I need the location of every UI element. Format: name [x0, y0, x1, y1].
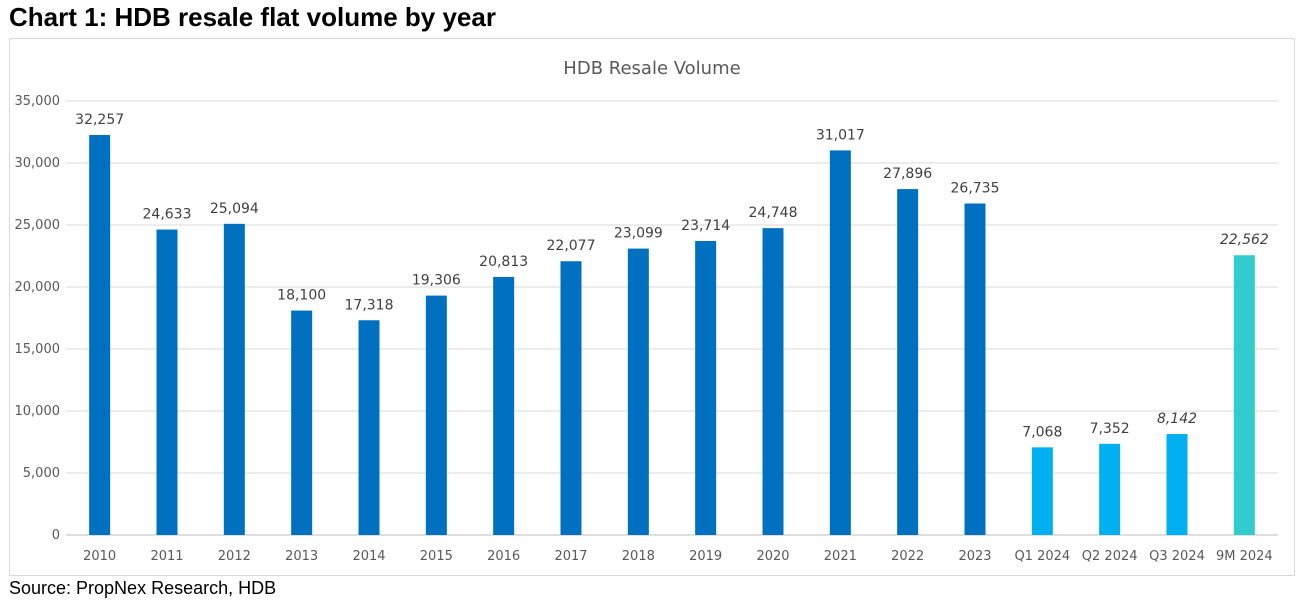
- x-tick-label: 2010: [83, 549, 116, 564]
- data-label: 24,633: [143, 207, 192, 223]
- y-tick-label: 30,000: [15, 156, 61, 171]
- bar: [425, 295, 447, 535]
- y-tick-label: 0: [52, 528, 60, 543]
- x-tick-label: 2019: [689, 549, 722, 564]
- y-tick-label: 15,000: [15, 342, 61, 357]
- x-tick-label: 2022: [891, 549, 924, 564]
- bar: [1233, 255, 1255, 535]
- x-tick-label: 2011: [150, 549, 183, 564]
- data-label: 31,017: [816, 127, 865, 143]
- bar: [358, 320, 380, 535]
- x-tick-label: 2015: [420, 549, 453, 564]
- data-label: 7,352: [1090, 421, 1130, 437]
- data-label: 27,896: [883, 166, 932, 182]
- x-tick-label: 2021: [824, 549, 857, 564]
- bar: [89, 135, 111, 536]
- y-tick-label: 5,000: [23, 466, 60, 481]
- data-label: 24,748: [749, 205, 798, 221]
- bar: [627, 248, 649, 536]
- x-tick-label: 2023: [958, 549, 991, 564]
- data-label: 23,099: [614, 226, 663, 242]
- bar: [493, 276, 515, 535]
- bar: [1099, 443, 1121, 535]
- x-tick-label: 2014: [352, 549, 385, 564]
- data-label: 19,306: [412, 273, 461, 289]
- x-tick-label: 2016: [487, 549, 520, 564]
- bar: [223, 223, 245, 535]
- x-tick-label: 2017: [554, 549, 587, 564]
- x-tick-label: 2018: [622, 549, 655, 564]
- x-tick-label: 2013: [285, 549, 318, 564]
- x-tick-label: Q2 2024: [1082, 549, 1138, 564]
- data-label: 20,813: [479, 254, 528, 270]
- x-tick-label: 9M 2024: [1216, 549, 1273, 564]
- source-note: Source: PropNex Research, HDB: [9, 578, 277, 598]
- data-label: 23,714: [681, 218, 730, 234]
- data-label: 22,077: [547, 238, 596, 254]
- data-label: 32,257: [75, 112, 124, 128]
- y-tick-label: 10,000: [15, 404, 61, 419]
- x-tick-label: 2012: [218, 549, 251, 564]
- data-label: 7,068: [1022, 424, 1062, 440]
- bar: [695, 240, 717, 535]
- bar: [897, 189, 919, 535]
- x-tick-label: Q3 2024: [1149, 549, 1205, 564]
- chart-title: HDB Resale Volume: [563, 58, 740, 79]
- data-label: 17,318: [345, 297, 394, 313]
- bar: [560, 261, 582, 535]
- data-label: 26,735: [951, 180, 1000, 196]
- x-tick-label: Q1 2024: [1014, 549, 1070, 564]
- data-label: 18,100: [277, 288, 326, 304]
- bar: [964, 203, 986, 535]
- data-label: 8,142: [1157, 411, 1197, 427]
- bar: [1031, 447, 1053, 535]
- data-label: 22,562: [1220, 232, 1269, 248]
- bar: [291, 310, 313, 535]
- y-tick-label: 35,000: [15, 94, 61, 109]
- bar: [762, 228, 784, 535]
- y-tick-label: 20,000: [15, 280, 61, 295]
- data-label: 25,094: [210, 201, 259, 217]
- chart-heading: Chart 1: HDB resale flat volume by year: [9, 2, 496, 32]
- bar: [156, 229, 178, 536]
- bar-chart: HDB Resale Volume 0 5,000 10,000 15,000 20,0…: [15, 58, 1278, 564]
- bar: [829, 150, 851, 535]
- x-tick-label: 2020: [756, 549, 789, 564]
- bar: [1166, 434, 1188, 535]
- y-tick-label: 25,000: [15, 218, 61, 233]
- chart-area: HDB Resale Volume 0 5,000 10,000 15,000 20,0…: [9, 38, 1295, 576]
